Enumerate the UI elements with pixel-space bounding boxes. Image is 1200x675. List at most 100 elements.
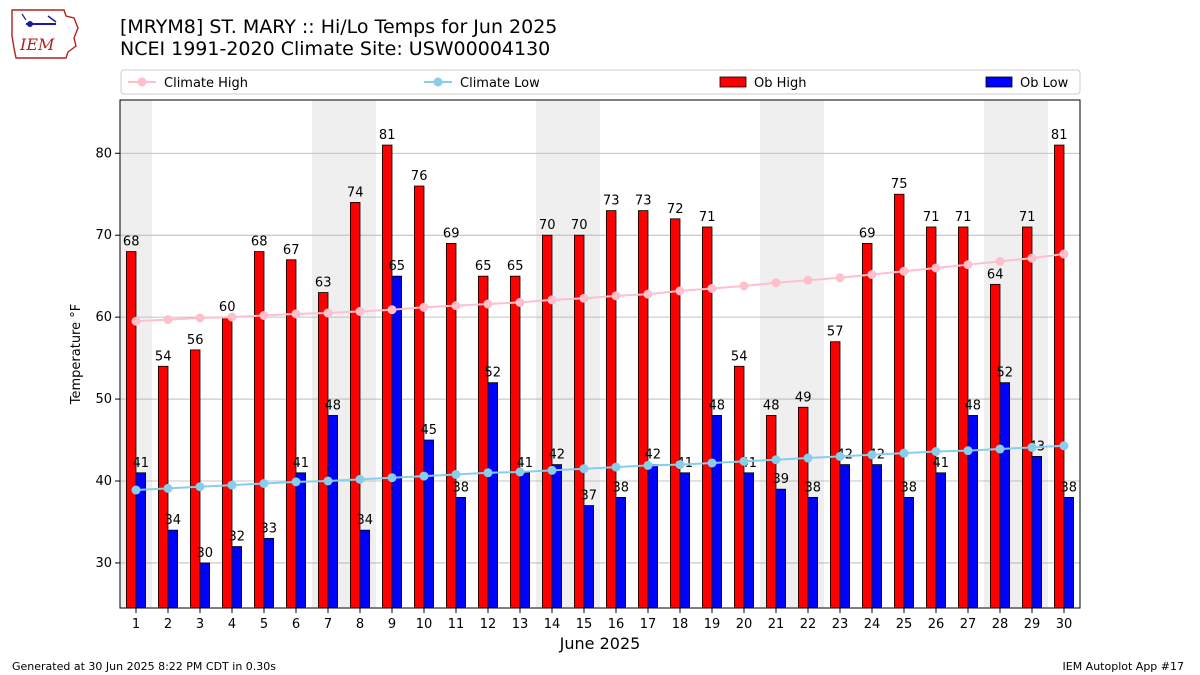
climate-high-point [259, 310, 269, 320]
climate-high-point [899, 266, 909, 276]
ob-high-label: 56 [187, 333, 204, 348]
climate-high-point [867, 270, 877, 280]
ob-high-bar [349, 202, 361, 609]
ob-high-bar [126, 251, 137, 609]
y-tick-label: 40 [95, 474, 112, 489]
ob-high-label: 65 [475, 259, 492, 274]
ob-low-bar [743, 472, 755, 609]
climate-high-point [579, 293, 589, 303]
climate-low-point [931, 447, 941, 457]
climate-high-point [707, 283, 717, 293]
climate-high-point [611, 291, 621, 301]
ob-high-label: 69 [859, 226, 876, 241]
x-tick-label: 1 [132, 617, 140, 632]
ob-high-label: 69 [443, 226, 460, 241]
x-tick-label: 27 [960, 617, 977, 632]
ob-high-bar [477, 275, 489, 609]
ob-high-label: 81 [1051, 128, 1068, 143]
climate-low-point [291, 477, 301, 487]
climate-low-point [995, 444, 1005, 454]
x-tick-label: 7 [324, 617, 332, 632]
climate-low-point [323, 476, 333, 486]
ob-low-label: 39 [773, 472, 790, 487]
x-tick-label: 30 [1056, 617, 1073, 632]
ob-high-label: 76 [411, 169, 428, 184]
ob-low-label: 34 [165, 513, 182, 528]
ob-low-label: 38 [901, 480, 918, 495]
x-tick-label: 5 [260, 617, 268, 632]
ob-high-bar [894, 193, 905, 609]
ob-low-bar [903, 496, 915, 609]
chart-title-line2: NCEI 1991-2020 Climate Site: USW00004130 [120, 38, 551, 60]
ob-high-label: 70 [571, 218, 588, 233]
climate-high-point [675, 286, 685, 296]
x-tick-label: 3 [196, 617, 204, 632]
climate-low-point [259, 478, 269, 488]
ob-high-bar [606, 210, 617, 609]
climate-high-point [355, 306, 365, 316]
x-tick-label: 21 [768, 617, 785, 632]
climate-high-point [771, 278, 781, 288]
climate-low-point [867, 450, 877, 460]
ob-high-label: 67 [283, 243, 300, 258]
ob-low-bar [871, 464, 883, 609]
ob-low-label: 30 [197, 546, 214, 561]
ob-low-label: 48 [325, 398, 342, 413]
y-axis-label: Temperature °F [69, 304, 84, 405]
climate-high-point [163, 315, 173, 325]
ob-low-label: 52 [485, 366, 502, 381]
ob-high-bar [1022, 226, 1033, 609]
climate-high-point [323, 308, 333, 318]
climate-low-point [899, 448, 909, 458]
ob-low-label: 42 [645, 448, 662, 463]
climate-low-point [451, 469, 461, 479]
ob-high-label: 73 [603, 194, 620, 209]
ob-low-bar [1063, 496, 1075, 609]
x-tick-label: 8 [356, 617, 364, 632]
ob-high-label: 60 [219, 300, 236, 315]
x-tick-label: 24 [864, 617, 881, 632]
x-tick-label: 28 [992, 617, 1009, 632]
y-tick-label: 80 [95, 146, 112, 161]
ob-low-bar [199, 562, 211, 609]
ob-low-bar [263, 537, 275, 609]
climate-low-point [803, 453, 813, 463]
climate-low-point [419, 471, 429, 481]
x-tick-label: 25 [896, 617, 913, 632]
climate-low-point [835, 451, 845, 461]
ob-low-bar [679, 472, 691, 609]
ob-low-bar [423, 439, 435, 609]
climate-low-point [387, 473, 397, 483]
x-tick-label: 19 [704, 617, 721, 632]
legend-box [120, 69, 1081, 95]
ob-high-bar [574, 234, 585, 609]
ob-low-label: 34 [357, 513, 374, 528]
ob-low-label: 38 [613, 480, 630, 495]
ob-high-bar [766, 415, 777, 609]
climate-low-point [547, 465, 557, 475]
ob-low-bar [359, 529, 371, 609]
ob-low-bar [167, 529, 179, 609]
ob-high-bar [862, 242, 873, 609]
legend-label: Ob Low [1020, 76, 1069, 91]
legend-swatch-marker [137, 77, 147, 87]
legend-swatch-bar [985, 76, 1013, 88]
climate-low-point [611, 462, 621, 472]
ob-high-bar [926, 226, 937, 609]
legend-swatch-bar [719, 76, 747, 88]
chart-title-line1: [MRYM8] ST. MARY :: Hi/Lo Temps for Jun … [120, 16, 558, 38]
climate-low-point [707, 458, 717, 468]
climate-high-point [803, 275, 813, 285]
x-tick-label: 23 [832, 617, 849, 632]
ob-low-bar [999, 382, 1011, 609]
x-tick-label: 26 [928, 617, 945, 632]
legend-label: Climate Low [460, 76, 540, 91]
ob-low-label: 41 [133, 456, 150, 471]
x-axis-label: June 2025 [559, 634, 641, 653]
x-tick-label: 16 [608, 617, 625, 632]
ob-low-bar [839, 464, 851, 609]
ob-low-label: 41 [933, 456, 950, 471]
climate-high-point [963, 260, 973, 270]
climate-low-line [135, 444, 1065, 492]
ob-high-bar [1054, 144, 1065, 609]
